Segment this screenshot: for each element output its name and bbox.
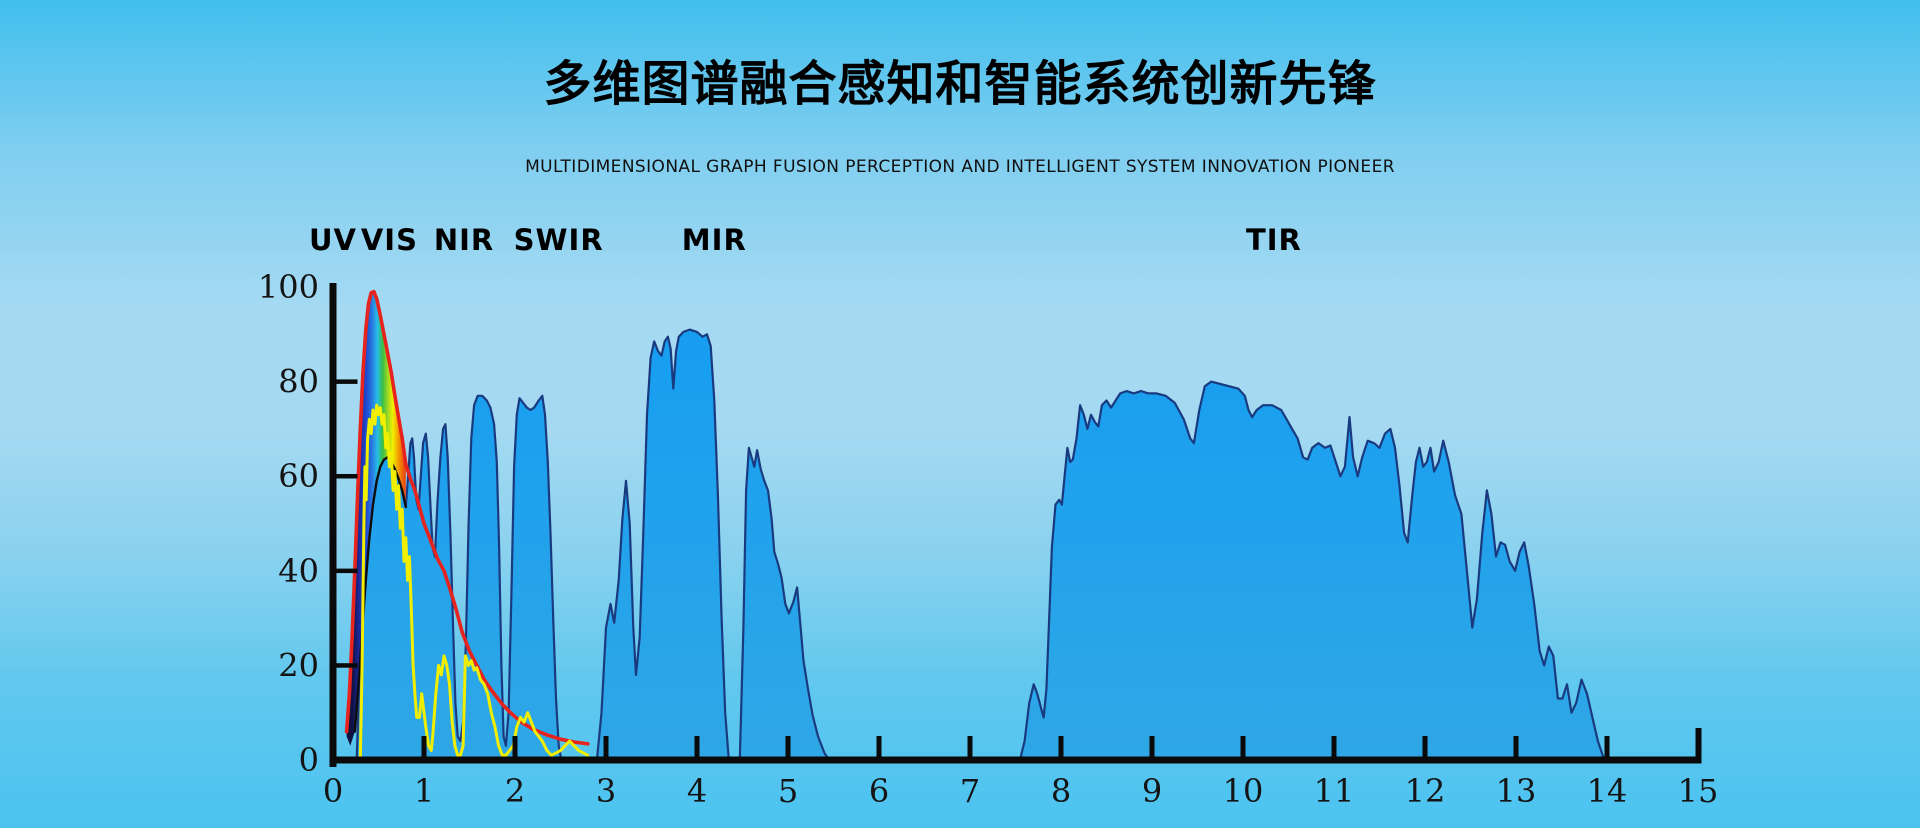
y-tick bbox=[336, 663, 358, 668]
ground-solar-curve bbox=[358, 403, 590, 762]
x-tick-label: 0 bbox=[323, 772, 343, 810]
atmospheric-window-area bbox=[738, 446, 831, 762]
page-subtitle: MULTIDIMENSIONAL GRAPH FUSION PERCEPTION… bbox=[525, 157, 1395, 177]
x-tick bbox=[1695, 728, 1702, 760]
x-tick bbox=[694, 736, 700, 760]
axes-group bbox=[329, 283, 1702, 767]
atmospheric-windows-group bbox=[355, 328, 1606, 762]
x-axis bbox=[329, 756, 1702, 764]
x-tick bbox=[512, 736, 518, 760]
x-tick bbox=[785, 736, 791, 760]
band-label-mir: MIR bbox=[682, 223, 747, 257]
y-tick bbox=[336, 379, 358, 384]
x-tick bbox=[1331, 736, 1337, 760]
y-tick-label: 80 bbox=[278, 363, 319, 401]
x-tick bbox=[1240, 736, 1246, 760]
page-title: 多维图谱融合感知和智能系统创新先锋 bbox=[543, 56, 1377, 112]
atmospheric-window-area bbox=[1018, 380, 1606, 762]
x-tick-label: 3 bbox=[596, 772, 616, 810]
band-labels-group: UV VIS NIR SWIR MIR TIR bbox=[309, 223, 1302, 257]
y-tick-label: 100 bbox=[258, 268, 319, 306]
x-tick-label: 11 bbox=[1314, 772, 1355, 810]
y-tick-label: 60 bbox=[278, 457, 319, 495]
x-tick bbox=[967, 736, 973, 760]
x-tick-label: 10 bbox=[1223, 772, 1264, 810]
y-tick bbox=[336, 568, 358, 574]
band-label-nir: NIR bbox=[434, 223, 494, 257]
atmospheric-window-area bbox=[595, 328, 730, 762]
band-label-vis: VIS bbox=[361, 223, 418, 257]
y-tick-label: 40 bbox=[278, 552, 319, 590]
x-tick-label: 2 bbox=[505, 772, 525, 810]
x-tick bbox=[1604, 736, 1610, 760]
x-tick-label: 4 bbox=[687, 772, 707, 810]
x-tick bbox=[1422, 736, 1428, 760]
x-tick bbox=[421, 736, 427, 760]
x-tick-label: 9 bbox=[1142, 772, 1162, 810]
x-tick-label: 7 bbox=[960, 772, 980, 810]
x-tick-label: 5 bbox=[778, 772, 798, 810]
x-tick bbox=[1058, 736, 1064, 760]
x-tick-label: 14 bbox=[1587, 772, 1628, 810]
x-tick-label: 13 bbox=[1496, 772, 1537, 810]
y-tick-label: 0 bbox=[299, 741, 319, 779]
band-label-uv: UV bbox=[309, 223, 357, 257]
band-label-swir: SWIR bbox=[514, 223, 604, 257]
x-tick-label: 6 bbox=[869, 772, 889, 810]
x-tick-label: 12 bbox=[1405, 772, 1446, 810]
x-tick bbox=[1149, 736, 1155, 760]
x-tick-label: 1 bbox=[414, 772, 434, 810]
x-tick bbox=[1513, 736, 1519, 760]
x-tick bbox=[603, 736, 609, 760]
blackbody-curve bbox=[344, 289, 590, 746]
y-tick-label: 20 bbox=[278, 646, 319, 684]
y-axis bbox=[329, 283, 337, 767]
y-tick bbox=[336, 474, 358, 479]
band-label-tir: TIR bbox=[1246, 223, 1302, 257]
x-tick-label: 15 bbox=[1678, 772, 1719, 810]
x-tick-label: 8 bbox=[1051, 772, 1071, 810]
x-tick bbox=[876, 736, 882, 760]
